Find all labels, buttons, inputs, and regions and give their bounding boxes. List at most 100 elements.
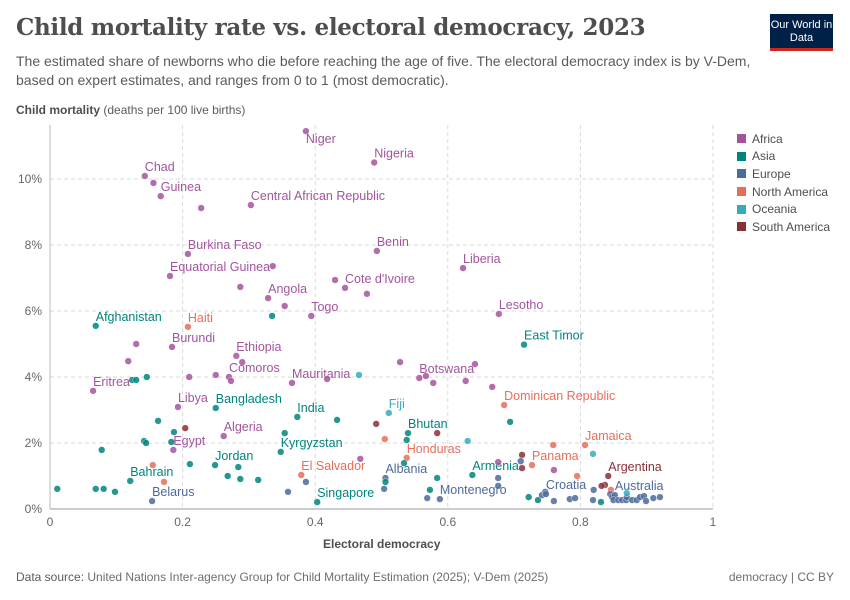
data-point[interactable] bbox=[623, 489, 631, 497]
data-point[interactable] bbox=[400, 459, 408, 467]
data-point[interactable] bbox=[111, 488, 119, 496]
legend-item[interactable]: Oceania bbox=[737, 200, 830, 218]
data-point[interactable] bbox=[373, 247, 381, 255]
data-point[interactable] bbox=[281, 429, 289, 437]
data-point[interactable] bbox=[415, 374, 423, 382]
data-point[interactable] bbox=[284, 488, 292, 496]
data-point[interactable] bbox=[212, 371, 220, 379]
data-point[interactable] bbox=[403, 436, 411, 444]
legend-item[interactable]: Asia bbox=[737, 148, 830, 166]
data-point[interactable] bbox=[500, 401, 508, 409]
data-point[interactable] bbox=[170, 428, 178, 436]
data-point[interactable] bbox=[589, 496, 597, 504]
data-point[interactable] bbox=[518, 464, 526, 472]
data-point[interactable] bbox=[649, 494, 657, 502]
data-point[interactable] bbox=[341, 284, 349, 292]
data-point[interactable] bbox=[157, 192, 165, 200]
data-point[interactable] bbox=[160, 478, 168, 486]
license[interactable]: democracy | CC BY bbox=[728, 570, 834, 584]
data-point[interactable] bbox=[227, 377, 235, 385]
data-point[interactable] bbox=[92, 485, 100, 493]
data-point[interactable] bbox=[571, 494, 579, 502]
data-point[interactable] bbox=[264, 294, 272, 302]
data-point[interactable] bbox=[426, 486, 434, 494]
data-point[interactable] bbox=[184, 250, 192, 258]
data-point[interactable] bbox=[363, 290, 371, 298]
data-point[interactable] bbox=[169, 446, 177, 454]
data-point[interactable] bbox=[302, 478, 310, 486]
data-point[interactable] bbox=[528, 461, 536, 469]
data-point[interactable] bbox=[100, 485, 108, 493]
data-point[interactable] bbox=[549, 441, 557, 449]
data-point[interactable] bbox=[186, 460, 194, 468]
data-point[interactable] bbox=[520, 341, 528, 349]
data-point[interactable] bbox=[429, 379, 437, 387]
data-point[interactable] bbox=[396, 358, 404, 366]
data-point[interactable] bbox=[433, 474, 441, 482]
data-point[interactable] bbox=[381, 435, 389, 443]
data-point[interactable] bbox=[459, 264, 467, 272]
data-point[interactable] bbox=[494, 474, 502, 482]
data-point[interactable] bbox=[436, 495, 444, 503]
data-point[interactable] bbox=[534, 496, 542, 504]
data-point[interactable] bbox=[370, 158, 378, 167]
data-point[interactable] bbox=[323, 375, 331, 383]
owid-logo[interactable]: Our World in Data bbox=[770, 14, 833, 51]
data-point[interactable] bbox=[597, 498, 605, 506]
data-point[interactable] bbox=[224, 472, 232, 480]
data-point[interactable] bbox=[232, 352, 240, 360]
legend-item[interactable]: Africa bbox=[737, 130, 830, 148]
data-point[interactable] bbox=[142, 439, 150, 447]
data-point[interactable] bbox=[385, 409, 393, 417]
data-point[interactable] bbox=[124, 357, 132, 365]
data-point[interactable] bbox=[236, 283, 244, 291]
data-point[interactable] bbox=[542, 490, 550, 498]
data-point[interactable] bbox=[494, 482, 502, 490]
data-point[interactable] bbox=[268, 312, 276, 320]
data-point[interactable] bbox=[281, 302, 289, 310]
data-point[interactable] bbox=[372, 420, 380, 428]
data-point[interactable] bbox=[149, 461, 157, 469]
data-point[interactable] bbox=[518, 451, 526, 459]
data-point[interactable] bbox=[168, 343, 176, 351]
data-point[interactable] bbox=[302, 127, 310, 135]
data-point[interactable] bbox=[98, 446, 106, 454]
data-point[interactable] bbox=[197, 204, 205, 212]
data-point[interactable] bbox=[89, 387, 97, 395]
data-point[interactable] bbox=[307, 312, 315, 320]
data-point[interactable] bbox=[154, 417, 162, 425]
data-point[interactable] bbox=[167, 438, 175, 446]
data-point[interactable] bbox=[573, 472, 581, 480]
data-point[interactable] bbox=[506, 418, 514, 426]
data-point[interactable] bbox=[185, 373, 193, 381]
data-point[interactable] bbox=[174, 403, 182, 411]
data-point[interactable] bbox=[269, 262, 277, 270]
data-point[interactable] bbox=[126, 477, 134, 485]
data-point[interactable] bbox=[132, 340, 140, 348]
data-point[interactable] bbox=[211, 461, 219, 469]
data-point[interactable] bbox=[166, 272, 174, 280]
data-point[interactable] bbox=[494, 458, 502, 466]
data-point[interactable] bbox=[488, 383, 496, 391]
data-point[interactable] bbox=[297, 471, 305, 479]
data-point[interactable] bbox=[220, 432, 228, 440]
data-point[interactable] bbox=[550, 466, 558, 474]
data-source-text[interactable]: United Nations Inter-agency Group for Ch… bbox=[87, 570, 549, 584]
data-point[interactable] bbox=[581, 441, 589, 449]
legend-item[interactable]: Europe bbox=[737, 165, 830, 183]
data-point[interactable] bbox=[550, 497, 558, 505]
data-point[interactable] bbox=[236, 475, 244, 483]
data-point[interactable] bbox=[433, 429, 441, 437]
data-point[interactable] bbox=[604, 472, 612, 480]
data-point[interactable] bbox=[525, 493, 533, 501]
data-point[interactable] bbox=[212, 404, 220, 412]
data-point[interactable] bbox=[404, 429, 412, 437]
data-point[interactable] bbox=[380, 485, 388, 493]
data-point[interactable] bbox=[423, 494, 431, 502]
data-point[interactable] bbox=[313, 498, 321, 506]
data-point[interactable] bbox=[656, 493, 664, 501]
data-point[interactable] bbox=[517, 457, 525, 465]
data-point[interactable] bbox=[141, 172, 149, 180]
data-point[interactable] bbox=[464, 437, 472, 445]
data-point[interactable] bbox=[132, 376, 140, 384]
